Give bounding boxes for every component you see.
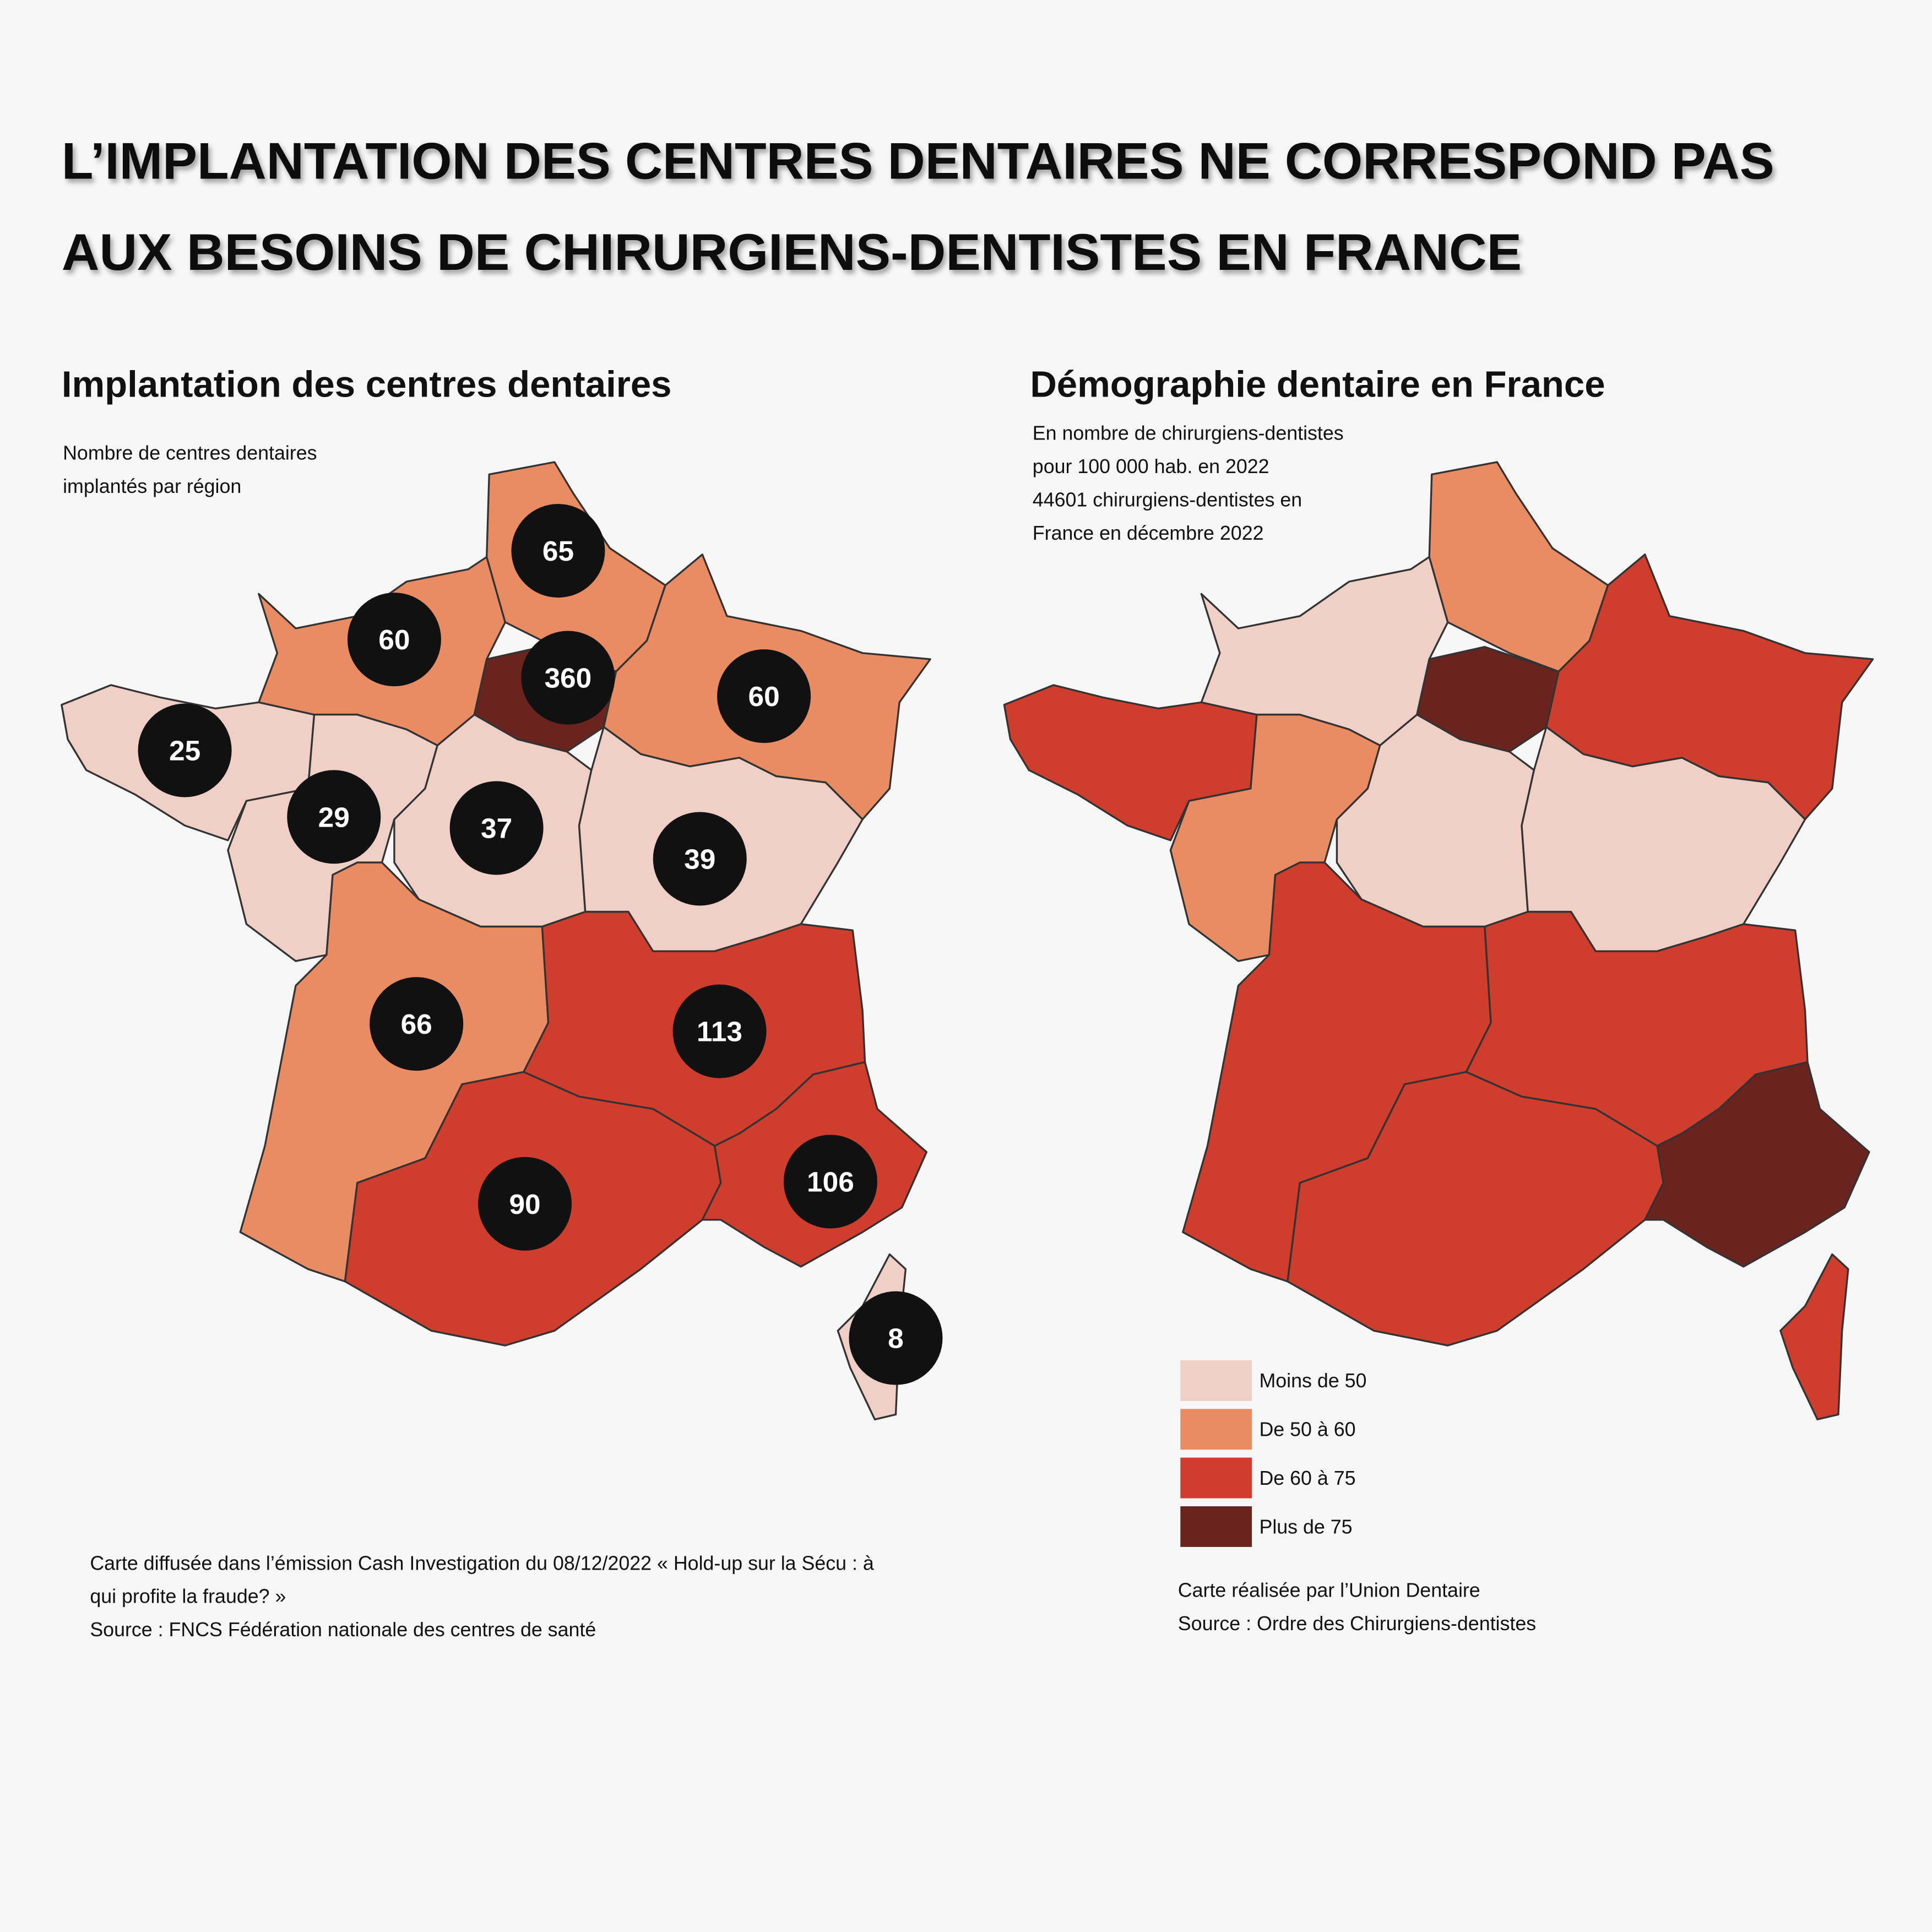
content: L’IMPLANTATION DES CENTRES DENTAIRES NE … xyxy=(61,132,1874,1641)
count-bubble xyxy=(347,593,441,687)
count-label: 8 xyxy=(888,1322,904,1354)
count-bubble xyxy=(521,631,615,725)
count-label: 39 xyxy=(684,843,715,875)
legend-label: Plus de 75 xyxy=(1259,1516,1352,1538)
count-label: 60 xyxy=(378,623,410,655)
legend-label: De 60 à 75 xyxy=(1259,1467,1355,1489)
count-bubble xyxy=(449,781,544,875)
main-title: AUX BESOINS DE CHIRURGIENS-DENTISTES EN … xyxy=(62,223,1522,281)
left-description: Nombre de centres dentaires xyxy=(63,442,317,464)
count-bubble xyxy=(672,984,767,1078)
legend-swatch xyxy=(1180,1360,1252,1401)
count-bubble xyxy=(138,703,232,797)
legend-swatch xyxy=(1180,1457,1252,1499)
count-bubble xyxy=(370,977,464,1071)
left-footer: Carte diffusée dans l’émission Cash Inve… xyxy=(90,1552,874,1574)
right-map xyxy=(1003,461,1874,1420)
right-heading: Démographie dentaire en France xyxy=(1030,363,1605,405)
right-description: En nombre de chirurgiens-dentistes xyxy=(1033,422,1344,444)
left-map: 65 60 360 60 25 29 37 39 66 113 106 90 8 xyxy=(61,461,943,1420)
region xyxy=(1779,1253,1849,1420)
count-label: 360 xyxy=(544,661,591,693)
count-label: 106 xyxy=(807,1166,854,1198)
region xyxy=(1287,1071,1664,1347)
legend-swatch xyxy=(1180,1506,1252,1547)
count-label: 66 xyxy=(401,1008,432,1040)
count-bubble xyxy=(287,770,381,864)
count-bubble xyxy=(783,1135,877,1229)
left-heading: Implantation des centres dentaires xyxy=(62,363,672,405)
count-label: 29 xyxy=(318,801,350,833)
count-label: 90 xyxy=(509,1188,540,1220)
count-label: 65 xyxy=(542,535,574,567)
right-description: France en décembre 2022 xyxy=(1033,522,1264,544)
region xyxy=(1644,1061,1870,1268)
count-bubble xyxy=(717,649,811,744)
legend-swatch xyxy=(1180,1409,1252,1450)
count-label: 60 xyxy=(748,680,779,712)
right-description: pour 100 000 hab. en 2022 xyxy=(1033,455,1269,477)
main-title: L’IMPLANTATION DES CENTRES DENTAIRES NE … xyxy=(62,132,1774,189)
count-label: 25 xyxy=(169,734,200,766)
count-label: 37 xyxy=(481,812,512,844)
left-footer: qui profite la fraude? » xyxy=(90,1586,286,1608)
count-bubble xyxy=(478,1157,572,1251)
left-footer: Source : FNCS Fédération nationale des c… xyxy=(90,1619,596,1641)
count-bubble xyxy=(511,504,605,598)
legend-label: Moins de 50 xyxy=(1259,1370,1366,1392)
count-bubble xyxy=(653,812,747,906)
right-description: 44601 chirurgiens-dentistes en xyxy=(1033,489,1302,511)
right-footer: Carte réalisée par l’Union Dentaire xyxy=(1178,1579,1480,1601)
legend-label: De 50 à 60 xyxy=(1259,1419,1355,1441)
count-label: 113 xyxy=(697,1016,742,1048)
left-description: implantés par région xyxy=(63,475,241,497)
count-bubble xyxy=(849,1291,943,1385)
right-footer: Source : Ordre des Chirurgiens-dentistes xyxy=(1178,1613,1536,1635)
